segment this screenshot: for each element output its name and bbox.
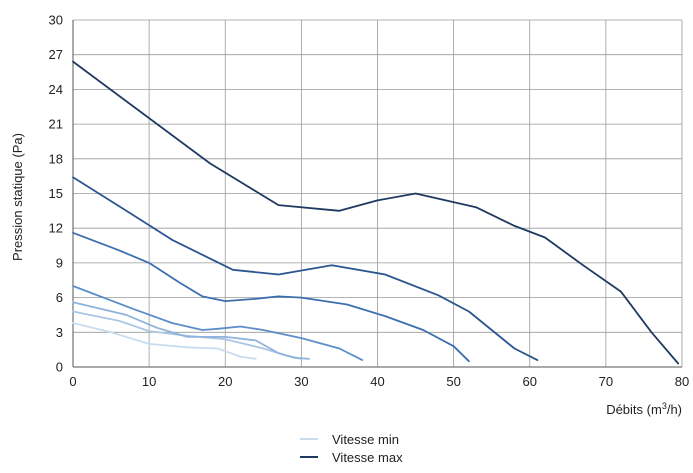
x-axis-title-tail: /h): [667, 402, 682, 417]
grid: [72, 19, 683, 368]
legend: Vitesse min Vitesse max: [300, 430, 500, 466]
x-tick-label: 10: [142, 374, 156, 389]
series-line-1: [72, 322, 257, 360]
y-tick-label: 24: [49, 82, 63, 97]
x-axis-title: Débits (m3/h): [606, 401, 682, 417]
series-line-2: [72, 310, 303, 360]
legend-label-min: Vitesse min: [332, 431, 399, 447]
series-line-6: [72, 176, 539, 361]
x-axis-title-sup: 3: [662, 401, 667, 411]
y-tick-label: 3: [56, 325, 63, 340]
y-tick-label: 15: [49, 186, 63, 201]
series-line-5: [72, 231, 470, 363]
legend-item-min: Vitesse min: [300, 430, 500, 448]
legend-label-max: Vitesse max: [332, 449, 403, 465]
y-tick-label: 0: [56, 360, 63, 375]
legend-swatch-min: [300, 438, 318, 440]
y-tick-label: 18: [49, 151, 63, 166]
y-tick-label: 27: [49, 47, 63, 62]
chart: 0 10 20 30 40 50 60 70 80 0 3 6 9 12 15 18 21 24 27 30 Pre…: [10, 13, 689, 418]
y-axis-title: Pression statique (Pa): [10, 133, 25, 261]
y-tick-label: 21: [49, 117, 63, 132]
x-tick-label: 0: [69, 374, 76, 389]
x-tick-label: 60: [523, 374, 537, 389]
x-tick-label: 50: [446, 374, 460, 389]
series-group: [72, 60, 680, 365]
x-tick-label: 30: [294, 374, 308, 389]
x-tick-label: 80: [675, 374, 689, 389]
x-axis-title-main: Débits (m: [606, 402, 662, 417]
y-tick-label: 6: [56, 290, 63, 305]
x-tick-label: 40: [370, 374, 384, 389]
series-line-3: [72, 301, 310, 360]
legend-swatch-max: [300, 456, 318, 458]
series-line-4: [72, 285, 364, 361]
y-tick-labels: 0 3 6 9 12 15 18 21 24 27 30: [49, 13, 63, 375]
legend-item-max: Vitesse max: [300, 448, 500, 466]
x-tick-label: 20: [218, 374, 232, 389]
y-tick-label: 12: [49, 221, 63, 236]
series-line-7: [72, 60, 680, 365]
y-tick-label: 30: [49, 13, 63, 28]
y-tick-label: 9: [56, 255, 63, 270]
x-tick-labels: 0 10 20 30 40 50 60 70 80: [69, 374, 689, 389]
x-tick-label: 70: [599, 374, 613, 389]
